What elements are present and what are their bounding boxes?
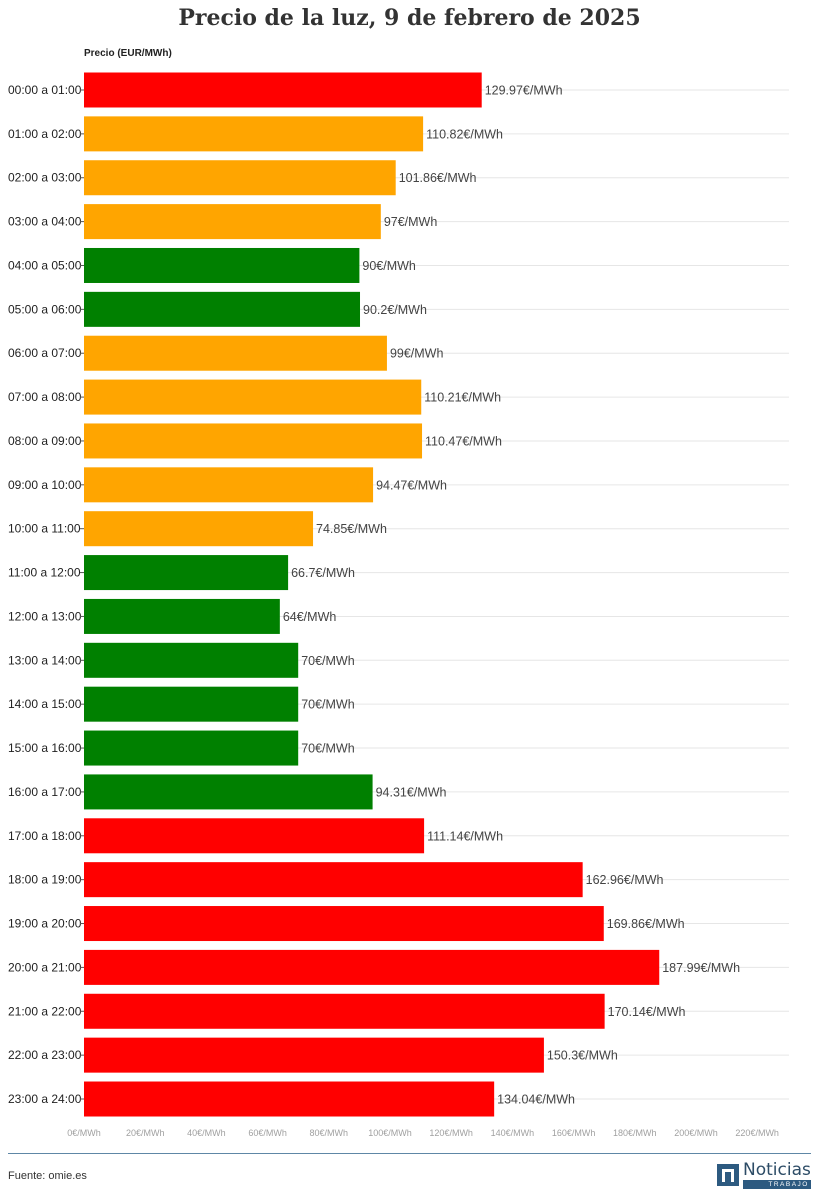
bars: 00:00 a 01:00 129.97€/MWh 01:00 a 02:00 110… [8, 72, 740, 1117]
bar [84, 686, 299, 722]
bar [84, 906, 604, 942]
value-label: 134.04€/MWh [497, 1093, 575, 1107]
bar [84, 379, 422, 415]
category-label: 18:00 a 19:00 [8, 873, 82, 887]
value-label: 111.14€/MWh [427, 829, 503, 843]
category-label: 06:00 a 07:00 [8, 346, 82, 360]
category-label: 16:00 a 17:00 [8, 785, 82, 799]
bar [84, 818, 425, 854]
value-label: 110.21€/MWh [424, 391, 501, 405]
value-label: 70€/MWh [301, 698, 355, 712]
value-label: 66.7€/MWh [291, 566, 355, 580]
category-label: 14:00 a 15:00 [8, 697, 82, 711]
value-label: 90€/MWh [362, 259, 416, 273]
tick-label: 60€/MWh [248, 1128, 287, 1138]
bar [84, 598, 280, 634]
value-label: 110.82€/MWh [426, 127, 503, 141]
axis-title: Precio (EUR/MWh) [84, 48, 172, 59]
value-label: 94.31€/MWh [376, 785, 447, 799]
category-label: 17:00 a 18:00 [8, 829, 82, 843]
value-label: 70€/MWh [301, 654, 355, 668]
value-label: 97€/MWh [384, 215, 438, 229]
category-label: 08:00 a 09:00 [8, 434, 82, 448]
category-label: 20:00 a 21:00 [8, 960, 82, 974]
value-label: 110.47€/MWh [425, 434, 502, 448]
chart-title: Precio de la luz, 9 de febrero de 2025 [178, 5, 641, 31]
bar [84, 730, 299, 766]
value-label: 64€/MWh [283, 610, 337, 624]
value-label: 170.14€/MWh [608, 1005, 686, 1019]
category-label: 00:00 a 01:00 [8, 83, 82, 97]
category-label: 10:00 a 11:00 [8, 522, 81, 536]
bar [84, 642, 299, 678]
tick-label: 120€/MWh [429, 1128, 473, 1138]
tick-label: 20€/MWh [126, 1128, 165, 1138]
grid-lines [84, 89, 789, 1100]
category-label: 02:00 a 03:00 [8, 171, 82, 185]
category-label: 15:00 a 16:00 [8, 741, 82, 755]
value-label: 187.99€/MWh [662, 961, 740, 975]
bar [84, 1081, 495, 1117]
tick-label: 100€/MWh [368, 1128, 412, 1138]
bar [84, 555, 289, 591]
bar [84, 247, 360, 283]
bar [84, 291, 361, 327]
value-label: 150.3€/MWh [547, 1049, 618, 1063]
footer-divider [8, 1153, 811, 1154]
source-note: Fuente: omie.es [8, 1170, 87, 1182]
bar [84, 862, 583, 898]
bar [84, 335, 387, 371]
category-label: 09:00 a 10:00 [8, 478, 82, 492]
logo-name: Noticias [743, 1160, 811, 1180]
category-label: 12:00 a 13:00 [8, 609, 82, 623]
tick-label: 160€/MWh [552, 1128, 596, 1138]
value-label: 90.2€/MWh [363, 303, 427, 317]
category-label: 07:00 a 08:00 [8, 390, 82, 404]
bar-chart: Precio (EUR/MWh) 00:00 a 01:00 129.97€/MW… [8, 48, 789, 1138]
value-label: 101.86€/MWh [399, 171, 477, 185]
bar [84, 949, 660, 985]
bar [84, 160, 396, 196]
value-label: 162.96€/MWh [586, 873, 664, 887]
category-label: 22:00 a 23:00 [8, 1048, 82, 1062]
category-label: 19:00 a 20:00 [8, 917, 82, 931]
value-label: 129.97€/MWh [485, 84, 563, 98]
brand-logo: Noticias TRABAJO [717, 1160, 811, 1189]
value-label: 94.47€/MWh [376, 478, 447, 492]
tick-label: 0€/MWh [67, 1128, 101, 1138]
bar [84, 204, 381, 240]
tick-label: 180€/MWh [613, 1128, 657, 1138]
category-label: 23:00 a 24:00 [8, 1092, 82, 1106]
value-label: 74.85€/MWh [316, 522, 387, 536]
tick-label: 220€/MWh [735, 1128, 779, 1138]
logo-subtitle: TRABAJO [743, 1180, 811, 1189]
x-axis-ticks: 0€/MWh 20€/MWh 40€/MWh 60€/MWh 80€/MWh 100€/M… [67, 1128, 779, 1138]
bar [84, 116, 424, 152]
bar [84, 993, 605, 1029]
value-label: 169.86€/MWh [607, 917, 685, 931]
bar [84, 774, 373, 810]
category-label: 21:00 a 22:00 [8, 1004, 82, 1018]
logo-icon [717, 1164, 739, 1186]
value-label: 70€/MWh [301, 742, 355, 756]
bar [84, 423, 423, 459]
tick-label: 80€/MWh [310, 1128, 349, 1138]
bar [84, 511, 314, 547]
category-label: 13:00 a 14:00 [8, 653, 82, 667]
category-label: 01:00 a 02:00 [8, 127, 82, 141]
tick-label: 40€/MWh [187, 1128, 226, 1138]
bar [84, 467, 374, 503]
category-label: 04:00 a 05:00 [8, 258, 82, 272]
category-label: 03:00 a 04:00 [8, 215, 82, 229]
bar [84, 1037, 544, 1073]
category-label: 11:00 a 12:00 [8, 566, 81, 580]
value-label: 99€/MWh [390, 347, 444, 361]
tick-label: 140€/MWh [491, 1128, 535, 1138]
tick-label: 200€/MWh [674, 1128, 718, 1138]
bar [84, 72, 482, 108]
category-label: 05:00 a 06:00 [8, 302, 82, 316]
